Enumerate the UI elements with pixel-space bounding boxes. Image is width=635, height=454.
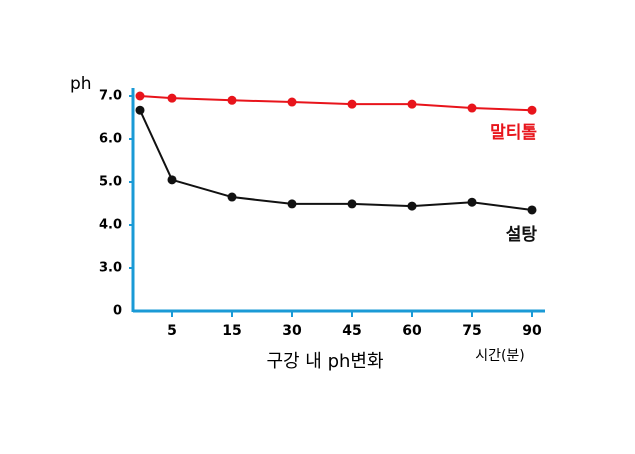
x-unit: 시간(분) bbox=[475, 348, 525, 364]
point bbox=[287, 97, 297, 107]
x-tick-label: 5 bbox=[167, 323, 177, 339]
y-tick-label: 5.0 bbox=[99, 175, 122, 190]
point bbox=[167, 175, 177, 185]
point bbox=[167, 93, 177, 103]
y-tick-label: 6.0 bbox=[99, 132, 122, 147]
point bbox=[347, 199, 357, 209]
point bbox=[287, 199, 297, 209]
point bbox=[347, 99, 357, 109]
x-tick-label: 15 bbox=[222, 323, 241, 339]
x-tick-label: 75 bbox=[462, 323, 481, 339]
series-line bbox=[139, 109, 533, 211]
series-label: 말티톨 bbox=[490, 122, 537, 143]
x-tick-label: 90 bbox=[522, 323, 542, 339]
y-tick-label: 3.0 bbox=[99, 261, 122, 276]
point bbox=[407, 201, 417, 211]
point bbox=[467, 103, 477, 113]
y-tick-label: 4.0 bbox=[99, 218, 122, 233]
point bbox=[227, 192, 237, 202]
y-tick-label: 7.0 bbox=[99, 89, 122, 104]
series-label: 설탕 bbox=[506, 225, 538, 245]
point bbox=[407, 99, 417, 109]
point bbox=[467, 197, 477, 207]
point bbox=[527, 205, 537, 215]
x-tick-label: 45 bbox=[342, 323, 361, 339]
x-tick-label: 30 bbox=[282, 323, 302, 339]
y-title: ph bbox=[70, 74, 92, 94]
point bbox=[135, 91, 145, 101]
y-origin-label: 0 bbox=[113, 304, 122, 319]
x-title: 구강 내 ph변화 bbox=[266, 351, 383, 372]
series-line bbox=[139, 95, 533, 112]
x-tick-label: 60 bbox=[402, 323, 422, 339]
point bbox=[227, 95, 237, 105]
point bbox=[135, 105, 145, 115]
point bbox=[527, 105, 537, 115]
